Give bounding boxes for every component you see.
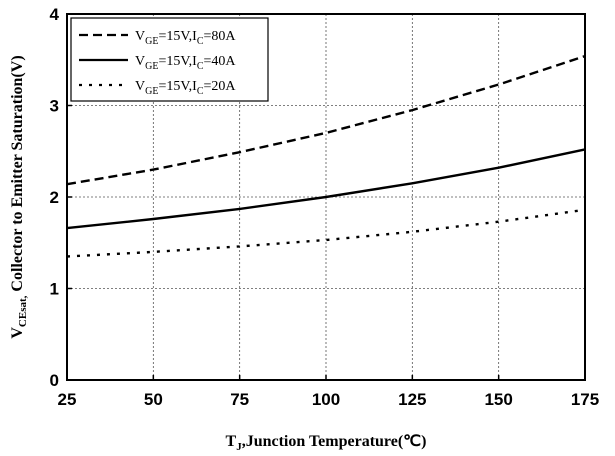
x-tick-labels: 25 50 75 100 125 150 175 xyxy=(58,390,600,409)
legend-label-2: VGE=15V,IC=40A xyxy=(135,54,236,72)
x-axis-title-sub: J xyxy=(236,441,242,453)
y-axis-title-rest: Collector to Emitter Saturation(V) xyxy=(9,55,26,295)
y-tick-label: 1 xyxy=(50,280,59,299)
series-group xyxy=(66,54,586,258)
y-axis-title-sub: CEsat, xyxy=(17,295,29,327)
tick-marks xyxy=(66,13,586,381)
legend-label-1: VGE=15V,IC=80A xyxy=(135,29,236,47)
y-tick-label: 2 xyxy=(50,188,59,207)
y-tick-label: 4 xyxy=(50,5,60,24)
y-axis-title-main: V xyxy=(9,327,26,339)
y-tick-label: 3 xyxy=(50,97,59,116)
y-tick-label: 0 xyxy=(50,371,59,390)
x-tick-label: 100 xyxy=(312,390,340,409)
series-line-1 xyxy=(66,54,586,186)
x-tick-label: 75 xyxy=(230,390,249,409)
y-axis-title: VCEsat, Collector to Emitter Saturation(… xyxy=(9,55,29,338)
series-line-2 xyxy=(66,148,586,230)
legend: VGE=15V,IC=80A VGE=15V,IC=40A VGE=15V,IC=2… xyxy=(70,17,269,102)
series-line-3 xyxy=(66,208,586,258)
x-axis-title: TJ,Junction Temperature(℃) xyxy=(226,433,427,453)
x-tick-label: 25 xyxy=(58,390,77,409)
y-tick-labels: 0 1 2 3 4 xyxy=(50,5,60,390)
legend-label-3: VGE=15V,IC=20A xyxy=(135,79,236,97)
x-axis-title-main: T xyxy=(226,433,237,450)
x-tick-label: 150 xyxy=(484,390,512,409)
x-tick-label: 50 xyxy=(144,390,163,409)
x-tick-label: 175 xyxy=(571,390,599,409)
x-axis-title-rest: ,Junction Temperature(℃) xyxy=(242,433,427,450)
x-tick-label: 125 xyxy=(398,390,426,409)
